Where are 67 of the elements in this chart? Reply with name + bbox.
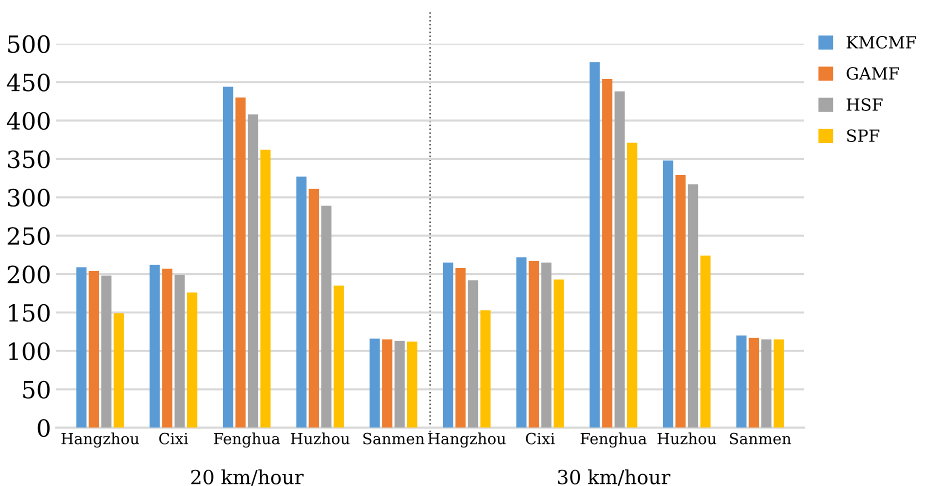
x-tick-label: Cixi	[159, 432, 188, 444]
x-tick-label: Huzhou	[658, 432, 716, 444]
x-tick-label: Sanmen	[730, 432, 792, 444]
bar	[162, 268, 172, 428]
bar	[627, 142, 638, 428]
bar	[150, 264, 160, 428]
x-tick-label: Fenghua	[214, 432, 280, 448]
bar	[222, 86, 234, 428]
bar	[235, 97, 246, 428]
legend-label: HSF	[846, 98, 883, 111]
legend-label: KMCMF	[846, 36, 916, 49]
bar	[394, 340, 405, 428]
y-tick-label: 450	[6, 74, 50, 92]
legend-label: GAMF	[846, 67, 900, 80]
bar	[688, 184, 698, 428]
bar	[748, 338, 759, 428]
bar	[761, 339, 772, 428]
bar	[662, 160, 674, 428]
bar	[382, 339, 392, 428]
y-tick-label: 250	[8, 227, 50, 246]
bar	[76, 267, 87, 428]
bar	[455, 268, 466, 428]
bar	[480, 310, 491, 428]
x-tick-label: Hangzhou	[61, 432, 140, 448]
bar	[516, 257, 527, 428]
bar	[114, 313, 124, 428]
bar	[774, 339, 784, 428]
bar	[407, 342, 418, 428]
bar	[187, 292, 198, 428]
y-tick-label: 400	[6, 112, 50, 130]
bar	[101, 276, 112, 428]
bar	[370, 338, 380, 428]
x-tick-label: Cixi	[526, 432, 555, 444]
y-tick-label: 200	[8, 266, 50, 284]
x-tick-label: Hangzhou	[428, 432, 506, 448]
text: 20 km/hour	[191, 469, 304, 486]
y-tick-label: 350	[8, 150, 50, 168]
bar	[88, 271, 99, 428]
y-tick-label: 150	[9, 304, 50, 322]
y-tick-label: 300	[8, 188, 50, 207]
bar	[308, 188, 319, 428]
bar	[248, 114, 258, 428]
bar	[602, 79, 612, 428]
y-tick-label: 50	[23, 380, 50, 399]
legend-label: SPF	[847, 129, 880, 142]
x-tick-label: Huzhou	[290, 432, 350, 444]
bar	[614, 91, 625, 428]
bar	[174, 274, 185, 428]
bar	[321, 206, 332, 428]
x-tick-label: Sanmen	[363, 432, 424, 444]
y-tick-label: 100	[9, 342, 50, 360]
bar	[528, 261, 539, 428]
y-tick-label: 500	[8, 35, 50, 54]
bar	[675, 175, 686, 428]
bar	[736, 336, 747, 428]
bar	[296, 176, 307, 428]
bar	[554, 279, 564, 428]
bar	[334, 286, 344, 428]
text: 30 km/hour	[558, 469, 670, 486]
bar	[541, 262, 552, 428]
bar	[442, 262, 454, 428]
bar	[468, 280, 478, 428]
bar	[700, 256, 711, 428]
bar	[590, 62, 600, 428]
bar	[260, 150, 271, 428]
y-tick-label: 0	[38, 419, 50, 437]
x-tick-label: Fenghua	[580, 432, 647, 448]
